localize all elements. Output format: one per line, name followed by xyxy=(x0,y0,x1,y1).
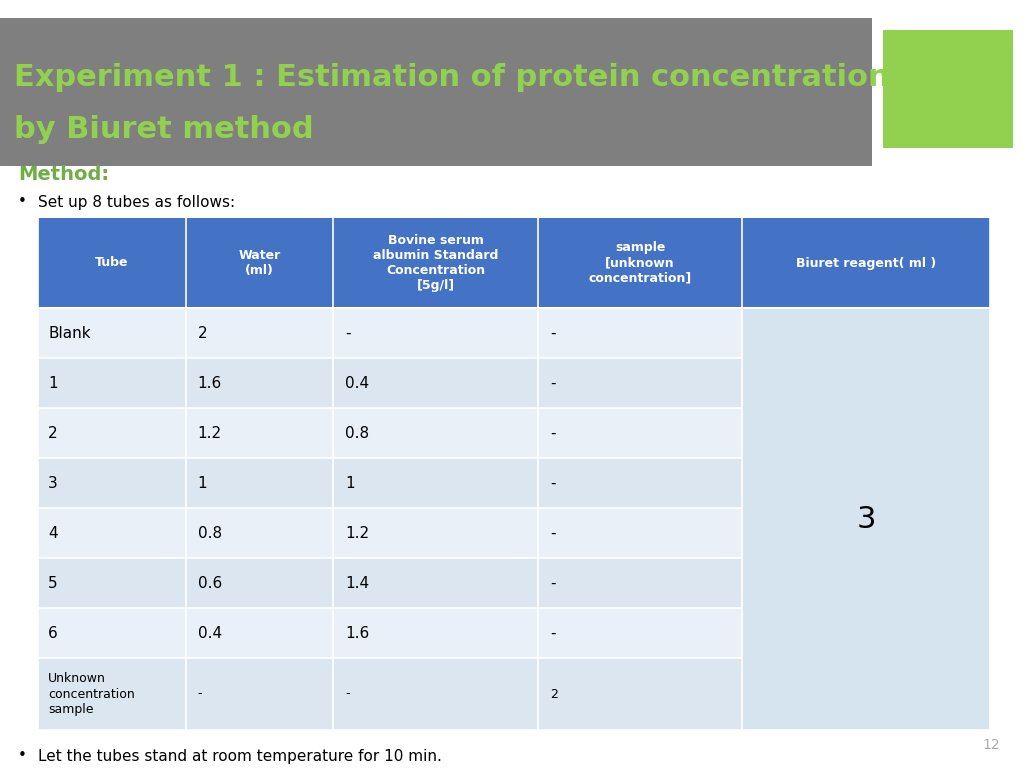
Text: 2: 2 xyxy=(550,687,558,700)
Text: •: • xyxy=(18,749,27,763)
Text: -: - xyxy=(550,525,555,541)
Text: 1.6: 1.6 xyxy=(198,376,222,390)
Text: 6: 6 xyxy=(48,625,57,641)
Text: -: - xyxy=(345,326,350,340)
Text: -: - xyxy=(550,625,555,641)
Text: 1.2: 1.2 xyxy=(345,525,370,541)
Bar xyxy=(883,30,1013,148)
Text: 5: 5 xyxy=(48,575,57,591)
Text: 0.4: 0.4 xyxy=(345,376,370,390)
Text: -: - xyxy=(550,575,555,591)
Text: 1: 1 xyxy=(48,376,57,390)
Bar xyxy=(38,218,990,308)
Text: Biuret reagent( ml ): Biuret reagent( ml ) xyxy=(796,257,936,270)
Bar xyxy=(38,508,742,558)
Bar xyxy=(38,458,742,508)
Text: by Biuret method: by Biuret method xyxy=(14,115,313,144)
Text: 0.6: 0.6 xyxy=(198,575,222,591)
Text: -: - xyxy=(550,326,555,340)
Text: 2: 2 xyxy=(198,326,207,340)
Text: Let the tubes stand at room temperature for 10 min.: Let the tubes stand at room temperature … xyxy=(38,749,442,763)
Text: 1.4: 1.4 xyxy=(345,575,370,591)
Text: Tube: Tube xyxy=(95,257,129,270)
Text: 3: 3 xyxy=(48,475,57,491)
Text: sample
[unknown
concentration]: sample [unknown concentration] xyxy=(589,241,692,284)
Bar xyxy=(38,408,742,458)
Text: •: • xyxy=(18,194,27,210)
Bar xyxy=(38,608,742,658)
Bar xyxy=(38,658,742,730)
Text: 1.2: 1.2 xyxy=(198,425,221,441)
Text: 1: 1 xyxy=(345,475,354,491)
Text: Experiment 1 : Estimation of protein concentration: Experiment 1 : Estimation of protein con… xyxy=(14,64,890,92)
Text: Method:: Method: xyxy=(18,165,110,184)
Text: 0.8: 0.8 xyxy=(198,525,221,541)
Text: -: - xyxy=(550,475,555,491)
Bar xyxy=(38,308,742,358)
Text: Water
(ml): Water (ml) xyxy=(239,249,281,277)
Bar xyxy=(38,358,742,408)
Text: 12: 12 xyxy=(982,738,1000,752)
Text: 2: 2 xyxy=(48,425,57,441)
Text: -: - xyxy=(198,687,202,700)
Text: Set up 8 tubes as follows:: Set up 8 tubes as follows: xyxy=(38,194,236,210)
Text: -: - xyxy=(345,687,349,700)
Text: 0.4: 0.4 xyxy=(198,625,221,641)
Bar xyxy=(0,18,872,166)
Bar xyxy=(742,308,990,730)
Text: 4: 4 xyxy=(48,525,57,541)
Text: 1.6: 1.6 xyxy=(345,625,370,641)
Text: Unknown
concentration
sample: Unknown concentration sample xyxy=(48,673,135,716)
Text: Blank: Blank xyxy=(48,326,91,340)
Text: 0.8: 0.8 xyxy=(345,425,370,441)
Text: -: - xyxy=(550,425,555,441)
Text: 1: 1 xyxy=(198,475,207,491)
Text: -: - xyxy=(550,376,555,390)
Text: 3: 3 xyxy=(856,505,876,534)
Bar xyxy=(38,558,742,608)
Text: Bovine serum
albumin Standard
Concentration
[5g/l]: Bovine serum albumin Standard Concentrat… xyxy=(373,234,498,292)
